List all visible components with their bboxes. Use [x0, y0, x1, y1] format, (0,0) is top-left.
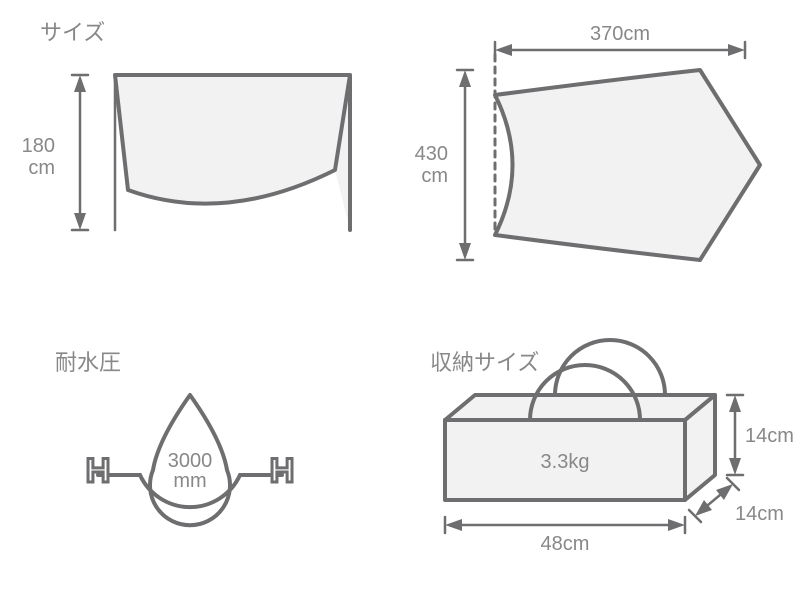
- water-value-2: mm: [173, 470, 206, 492]
- water-h-left: H: [86, 452, 111, 490]
- storage-width-arrow: [445, 517, 685, 533]
- storage-weight: 3.3kg: [541, 451, 590, 473]
- storage-width-value: 48cm: [541, 533, 590, 555]
- top-length-value-1: 430: [415, 143, 448, 165]
- water-diagram: H H 3000 mm: [86, 395, 295, 525]
- side-view-diagram: 180 cm: [22, 75, 350, 230]
- water-h-right: H: [270, 452, 295, 490]
- side-height-value-1: 180: [22, 135, 55, 157]
- top-width-value: 370cm: [590, 23, 650, 45]
- top-length-value-2: cm: [421, 165, 448, 187]
- heading-water: 耐水圧: [55, 350, 121, 375]
- side-height-value-2: cm: [28, 157, 55, 179]
- side-height-arrow: [72, 75, 88, 230]
- heading-size: サイズ: [40, 20, 105, 45]
- top-view-diagram: 370cm 430 cm: [415, 23, 760, 260]
- storage-depth-value: 14cm: [735, 503, 784, 525]
- water-value-1: 3000: [168, 450, 213, 472]
- heading-storage: 収納サイズ: [430, 350, 539, 375]
- top-length-arrow: [457, 70, 473, 260]
- storage-height-value: 14cm: [745, 425, 794, 447]
- storage-height-arrow: [727, 395, 743, 475]
